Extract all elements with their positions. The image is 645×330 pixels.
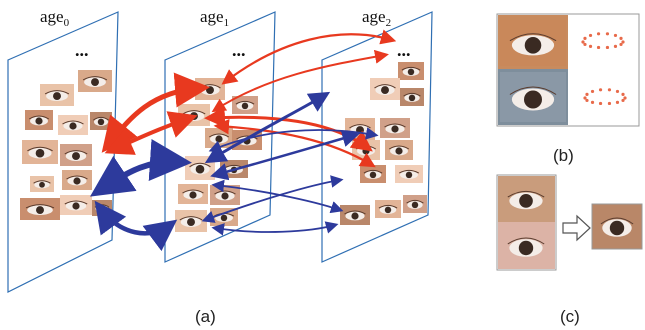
panel-a: age0 age1 age2 ... ... ... <box>7 7 433 326</box>
landmark-point <box>590 100 595 104</box>
caption-a: (a) <box>195 307 216 326</box>
landmark-point <box>615 89 620 94</box>
eye-thumbnail <box>60 195 92 215</box>
plane-label-age0: age0 <box>40 7 70 29</box>
landmark-point <box>585 92 589 96</box>
blue-arrow <box>208 127 379 153</box>
landmark-point <box>607 101 612 106</box>
eye-thumbnail <box>395 165 423 183</box>
landmark-point <box>596 32 601 36</box>
eye-thumbnail <box>78 70 112 92</box>
landmark-point <box>588 33 593 38</box>
eye-thumbnail <box>90 112 112 130</box>
ellipsis-age1: ... <box>232 40 246 60</box>
eye-thumbnail <box>20 198 60 220</box>
caption-c: (c) <box>560 307 580 326</box>
eye-thumbnail <box>385 140 413 160</box>
eye-thumbnail <box>398 62 424 80</box>
eye-thumbnail <box>205 128 233 148</box>
landmark-point <box>585 98 589 103</box>
landmark-point <box>621 40 625 44</box>
plane-label-age2: age2 <box>362 7 391 29</box>
eye-thumbnail <box>175 210 207 232</box>
panel-c-arrow-icon <box>562 214 591 242</box>
eye-thumbnail <box>403 195 427 213</box>
landmark-point <box>581 40 585 44</box>
plane-label-age1: age1 <box>200 7 229 29</box>
landmark-point <box>583 36 587 40</box>
landmark-point <box>605 45 610 50</box>
eye-thumbnail <box>58 115 88 135</box>
landmark-point <box>621 92 625 96</box>
landmark-point <box>598 101 603 106</box>
eye-thumbnail <box>178 184 208 204</box>
panel-b-eyes <box>500 20 566 122</box>
plane-age2 <box>321 11 433 263</box>
blue-arrows <box>90 91 379 252</box>
eye-thumbnail <box>375 200 401 218</box>
eye-photo <box>594 206 640 246</box>
eye-thumbnail <box>340 205 370 225</box>
eye-thumbnail <box>25 110 53 130</box>
eye-photo <box>500 72 566 122</box>
eye-thumbnail <box>380 118 410 138</box>
landmark-point <box>613 33 618 38</box>
panel-c: (c) <box>496 174 643 326</box>
eye-photo <box>500 226 552 266</box>
eye-thumbnail <box>60 144 92 166</box>
landmark-point <box>590 89 595 94</box>
panel-c-eyes <box>500 180 640 266</box>
blue-arrow <box>94 200 178 252</box>
blue-arrow <box>201 175 344 223</box>
eye-thumbnail <box>30 176 54 192</box>
ellipsis-age2: ... <box>397 40 411 60</box>
eye-thumbnail <box>178 104 210 126</box>
caption-b: (b) <box>553 146 574 165</box>
eye-photo <box>500 180 552 218</box>
panel-b: (b) <box>496 13 640 165</box>
landmark-point <box>619 42 623 47</box>
eye-thumbnail <box>62 170 92 190</box>
landmark-point <box>613 44 618 48</box>
blue-arrow <box>90 139 192 197</box>
landmark-point <box>619 36 623 40</box>
ellipsis-age0: ... <box>75 40 89 60</box>
eye-thumbnail <box>40 84 74 106</box>
landmark-point <box>588 44 593 48</box>
landmark-point <box>607 88 612 92</box>
landmark-point <box>621 98 625 103</box>
landmark-point <box>583 42 587 47</box>
eye-thumbnail <box>360 165 386 183</box>
eye-thumbnail <box>400 88 424 106</box>
landmark-point <box>583 96 587 100</box>
landmark-point <box>623 96 627 100</box>
landmark-point <box>615 100 620 104</box>
landmark-point <box>598 88 603 92</box>
eye-thumbnail <box>22 140 58 164</box>
eye-photo <box>500 20 566 66</box>
blue-arrow <box>211 221 339 236</box>
eye-thumbnail <box>370 78 400 100</box>
panel-b-landmarks <box>581 32 627 106</box>
landmark-point <box>605 32 610 36</box>
landmark-point <box>596 45 601 50</box>
